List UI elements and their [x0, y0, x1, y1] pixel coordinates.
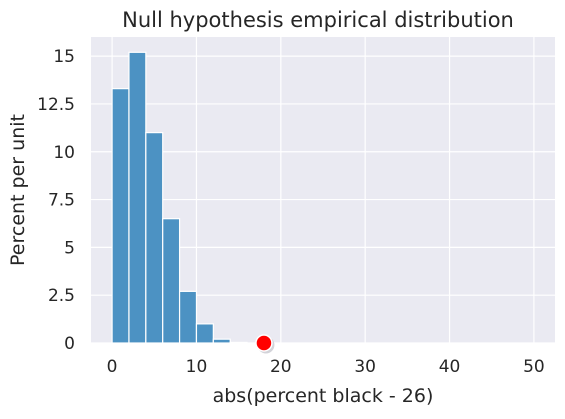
- x-tick-label: 50: [523, 357, 545, 377]
- histogram-bar: [145, 132, 164, 344]
- histogram-bar: [195, 323, 214, 344]
- x-tick-label: 20: [270, 357, 292, 377]
- x-tick-label: 30: [354, 357, 376, 377]
- tick-labels: 0 10 20 30 40 50 0 2.5 5 7.5 10 12.5 15: [37, 47, 545, 377]
- y-tick-label: 0: [64, 334, 75, 354]
- y-tick-label: 10: [53, 143, 75, 163]
- y-tick-label: 7.5: [48, 191, 75, 211]
- histogram-bar: [128, 51, 147, 344]
- y-tick-label: 2.5: [48, 286, 75, 306]
- y-tick-label: 12.5: [37, 95, 75, 115]
- y-tick-label: 15: [53, 47, 75, 67]
- observed-point: [255, 334, 273, 352]
- x-tick-label: 0: [107, 357, 118, 377]
- histogram-bar: [212, 338, 231, 344]
- observed-statistic: [255, 334, 275, 354]
- x-tick-label: 10: [186, 357, 208, 377]
- y-axis-label: Percent per unit: [7, 114, 29, 266]
- x-tick-label: 40: [439, 357, 461, 377]
- y-tick-label: 5: [64, 238, 75, 258]
- histogram-bar: [178, 290, 198, 344]
- bars: [111, 51, 248, 344]
- histogram-bar: [162, 218, 181, 344]
- x-axis-label: abs(percent black - 26): [213, 385, 434, 407]
- histogram-bar: [111, 88, 130, 344]
- chart-title: Null hypothesis empirical distribution: [122, 8, 514, 32]
- histogram-bar: [229, 341, 248, 344]
